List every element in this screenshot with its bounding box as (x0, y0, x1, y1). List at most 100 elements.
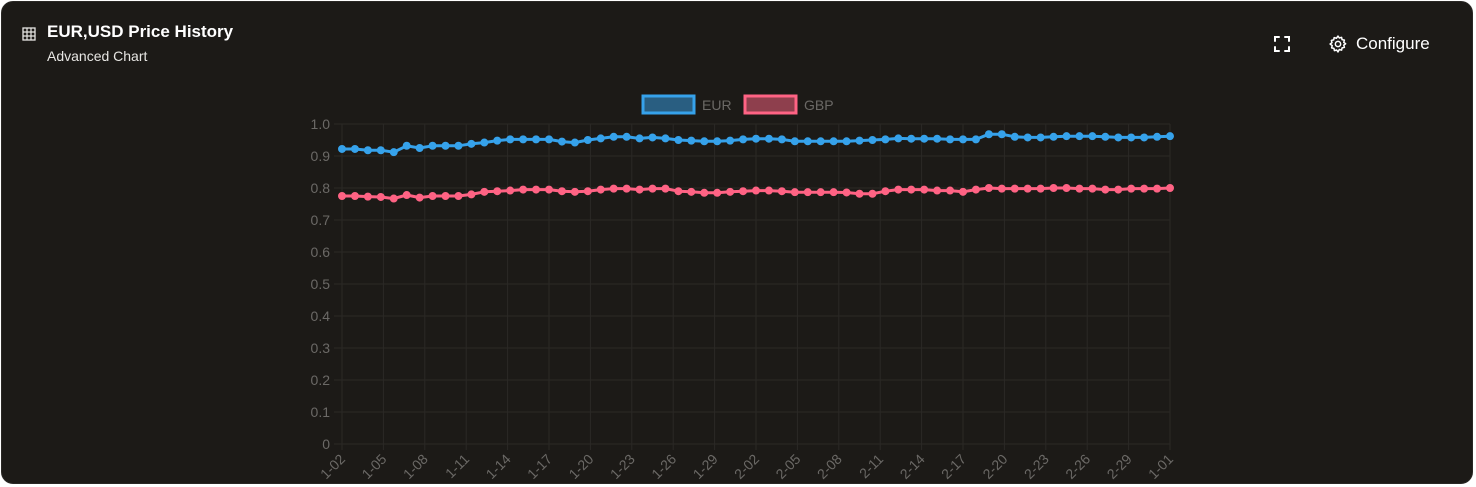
data-point-gbp (532, 185, 541, 194)
x-tick-label: 1-29 (690, 451, 721, 482)
x-tick-label: 2-23 (1021, 451, 1052, 482)
data-point-gbp (1023, 184, 1032, 193)
data-point-eur (842, 137, 851, 146)
data-point-gbp (687, 187, 696, 196)
data-point-eur (454, 141, 463, 150)
data-point-gbp (1088, 184, 1097, 193)
legend-label-eur: EUR (702, 97, 732, 113)
configure-label: Configure (1356, 34, 1430, 53)
data-point-eur (1114, 133, 1123, 142)
data-point-eur (428, 141, 437, 150)
data-point-eur (389, 148, 398, 157)
legend-swatch-eur (641, 94, 696, 115)
data-point-eur (557, 137, 566, 146)
data-point-gbp (480, 187, 489, 196)
data-point-eur (467, 139, 476, 148)
y-tick-label: 0.1 (311, 404, 331, 420)
data-point-eur (1088, 132, 1097, 141)
data-point-gbp (648, 184, 657, 193)
data-point-gbp (920, 185, 929, 194)
data-point-gbp (622, 184, 631, 193)
x-tick-label: 1-11 (442, 451, 473, 482)
data-point-gbp (1140, 184, 1149, 193)
y-tick-label: 0.9 (311, 148, 331, 164)
data-point-eur (739, 135, 748, 144)
x-tick-label: 2-17 (938, 451, 969, 482)
data-point-gbp (1101, 185, 1110, 194)
data-point-gbp (764, 186, 773, 195)
data-point-eur (700, 137, 709, 146)
data-point-eur (816, 137, 825, 146)
data-point-eur (480, 138, 489, 147)
data-point-eur (726, 136, 735, 145)
data-point-gbp (376, 192, 385, 201)
data-point-gbp (1036, 184, 1045, 193)
data-point-eur (545, 135, 553, 144)
data-point-eur (402, 141, 411, 150)
data-point-eur (803, 137, 812, 146)
data-point-eur (881, 135, 890, 144)
y-tick-label: 0.3 (311, 340, 331, 356)
data-point-gbp (363, 192, 372, 201)
legend-swatch-gbp (743, 94, 798, 115)
data-point-gbp (428, 192, 437, 200)
data-point-gbp (506, 186, 515, 195)
fullscreen-button[interactable] (1270, 32, 1294, 56)
table-icon (22, 27, 36, 41)
data-point-eur (570, 138, 579, 147)
x-tick-label: 1-23 (607, 451, 638, 482)
data-point-eur (338, 144, 346, 153)
x-tick-label: 1-20 (565, 451, 596, 482)
data-point-eur (1010, 132, 1019, 141)
data-point-eur (829, 137, 838, 146)
data-point-eur (648, 133, 657, 142)
data-point-eur (687, 136, 696, 145)
data-point-gbp (635, 185, 644, 194)
data-point-eur (946, 135, 955, 144)
data-point-eur (894, 134, 903, 143)
data-point-eur (1166, 132, 1174, 141)
data-point-eur (674, 136, 683, 144)
data-point-gbp (700, 188, 709, 197)
data-point-gbp (402, 191, 411, 200)
data-point-eur (376, 146, 385, 155)
data-point-gbp (713, 188, 722, 197)
data-point-gbp (881, 187, 890, 196)
x-tick-label: 2-08 (814, 451, 845, 482)
data-point-eur (350, 144, 359, 153)
data-point-gbp (868, 189, 877, 198)
data-point-gbp (971, 185, 980, 194)
data-point-gbp (596, 185, 605, 194)
data-point-eur (609, 132, 618, 141)
data-point-gbp (545, 185, 553, 194)
data-point-gbp (829, 188, 838, 197)
x-tick-label: 1-26 (648, 451, 679, 482)
y-tick-label: 0.4 (311, 308, 331, 324)
x-tick-label: 1-05 (358, 451, 389, 482)
data-point-gbp (984, 184, 993, 192)
data-point-eur (713, 137, 722, 146)
data-point-gbp (557, 187, 566, 196)
data-point-eur (493, 136, 502, 145)
data-point-gbp (1114, 185, 1123, 194)
data-point-eur (519, 135, 528, 144)
data-point-eur (959, 135, 967, 144)
data-point-gbp (790, 188, 799, 197)
data-point-eur (1153, 132, 1162, 141)
data-point-eur (1101, 132, 1110, 141)
data-point-gbp (609, 184, 618, 193)
data-point-gbp (583, 187, 592, 196)
y-tick-label: 0 (322, 436, 330, 452)
y-tick-label: 0.5 (311, 276, 331, 292)
chart-title: EUR,USD Price History (47, 22, 234, 41)
data-point-gbp (803, 188, 812, 197)
configure-button[interactable]: Configure (1328, 32, 1430, 56)
data-point-gbp (441, 192, 450, 200)
data-point-eur (855, 136, 864, 145)
data-point-eur (933, 134, 942, 143)
data-point-gbp (894, 185, 903, 194)
data-point-gbp (389, 194, 398, 203)
data-point-eur (984, 130, 993, 139)
data-point-gbp (726, 187, 735, 196)
